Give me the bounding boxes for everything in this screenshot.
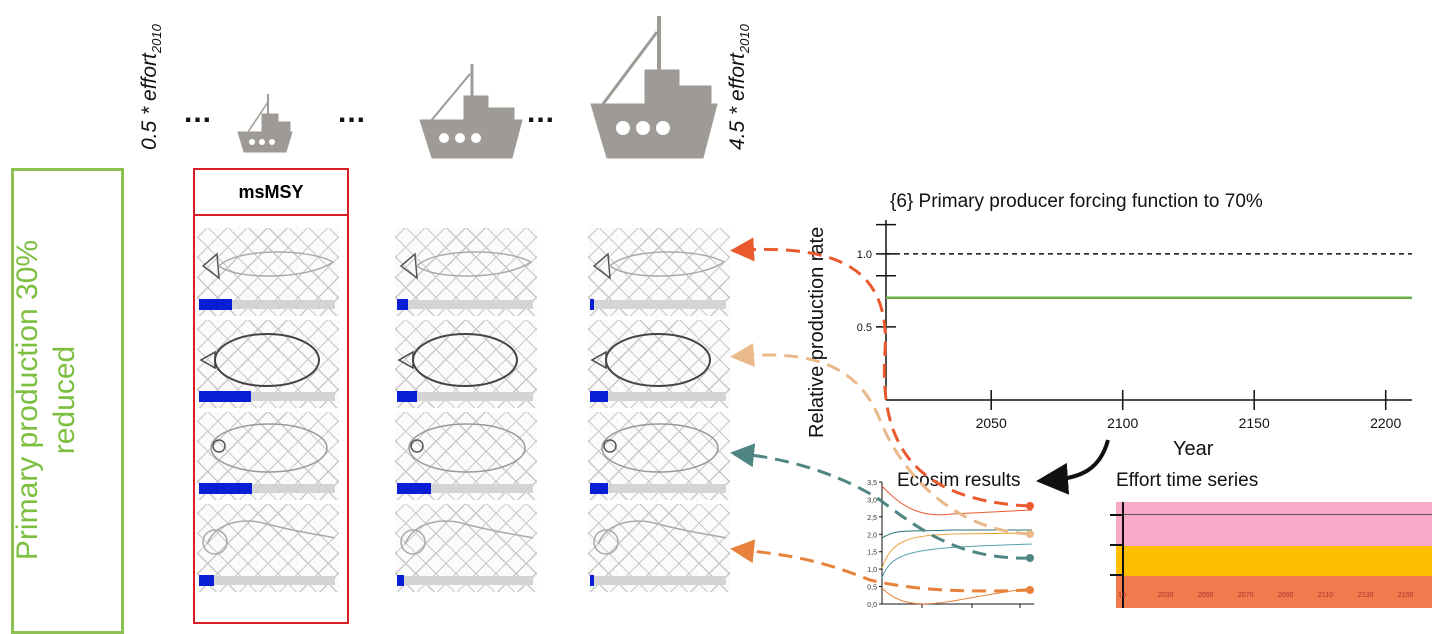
- species-cell: [197, 228, 339, 316]
- flounder-icon: [601, 423, 719, 473]
- biomass-bar-track: [590, 391, 726, 402]
- ecosim-series-line: [881, 587, 1033, 605]
- x-tick-label: 2200: [1370, 415, 1401, 431]
- biomass-bar-track: [397, 575, 533, 586]
- ecosim-series-line: [881, 532, 1033, 569]
- x-tick-label: 2100: [1107, 415, 1138, 431]
- ecosim-tick-label: 0,0: [867, 602, 877, 609]
- biomass-bar-fill: [590, 575, 595, 586]
- y-tick-label: 0.5: [857, 322, 872, 334]
- effort-band-top: [1116, 502, 1432, 546]
- biomass-bar-fill: [590, 299, 595, 310]
- effort-tick-label: 2110: [1318, 592, 1334, 599]
- ecosim-tick-label: 1,5: [867, 550, 877, 557]
- species-cell: [197, 504, 339, 592]
- biomass-bar-track: [397, 299, 533, 310]
- species-cell: [588, 412, 730, 500]
- biomass-bar-track: [199, 299, 335, 310]
- species-cell: [395, 228, 537, 316]
- species-cell: [395, 504, 537, 592]
- species-cell: [395, 412, 537, 500]
- small-boat-icon: [237, 94, 293, 153]
- flounder-icon: [210, 423, 328, 473]
- effort-tick-label: 2150: [1398, 592, 1414, 599]
- plaice-icon: [590, 333, 711, 387]
- ecosim-tick-label: 2,0: [867, 532, 877, 539]
- plaice-icon: [199, 333, 320, 387]
- biomass-bar-fill: [397, 391, 418, 402]
- cod-icon: [201, 251, 335, 280]
- cod-icon: [399, 251, 533, 280]
- cod-icon: [592, 251, 726, 280]
- forcing-chart: 0.5 1.0 2050 2100 2150 2200: [857, 220, 1412, 431]
- msmsy-label: msMSY: [195, 170, 347, 216]
- species-cell: [395, 320, 537, 408]
- ecosim-tick-label: 3,5: [867, 480, 877, 487]
- large-boat-icon: [590, 16, 718, 159]
- ecosim-tick-label: 2,5: [867, 515, 877, 522]
- effort-axis: [1122, 502, 1124, 608]
- biomass-bar-track: [397, 391, 533, 402]
- biomass-bar-fill: [397, 483, 431, 494]
- biomass-bar-fill: [199, 575, 214, 586]
- species-cell: [197, 320, 339, 408]
- flounder-icon: [408, 423, 526, 473]
- effort-series-title: Effort time series: [1116, 470, 1259, 491]
- biomass-bar-fill: [590, 391, 608, 402]
- biomass-bar-track: [590, 575, 726, 586]
- ecosim-series-line: [881, 485, 1033, 516]
- effort-tick-label: 2070: [1238, 592, 1254, 599]
- scenario-label: Primary production 30% reduced: [11, 239, 81, 561]
- forcing-y-label: Relative production rate: [806, 226, 828, 438]
- biomass-bar-track: [199, 391, 335, 402]
- effort-max-label: 4.5 * effort2010: [726, 24, 753, 150]
- biomass-bar-fill: [199, 391, 251, 402]
- ellipsis-1: ...: [184, 96, 213, 129]
- biomass-bar-track: [199, 483, 335, 494]
- effort-tick-label: 2130: [1358, 592, 1374, 599]
- ecosim-chart: 0,0 0,5 1,0 1,5 2,0 2,5 3,0 3,5: [867, 480, 1034, 609]
- ecosim-series-line: [881, 543, 1033, 579]
- forcing-x-label: Year: [1173, 438, 1214, 460]
- biomass-bar-track: [199, 575, 335, 586]
- x-tick-label: 2150: [1239, 415, 1270, 431]
- y-tick-label: 1.0: [857, 249, 872, 261]
- plaice-icon: [397, 333, 518, 387]
- biomass-bar-fill: [199, 299, 232, 310]
- shrimp-icon: [400, 520, 534, 555]
- effort-band-bottom: [1116, 576, 1432, 608]
- biomass-bar-track: [590, 483, 726, 494]
- species-cell: [588, 228, 730, 316]
- shrimp-icon: [593, 520, 727, 555]
- ellipsis-3: ...: [527, 96, 556, 129]
- effort-line: [1122, 514, 1432, 515]
- biomass-bar-fill: [199, 483, 253, 494]
- ecosim-tick-label: 3,0: [867, 497, 877, 504]
- forcing-chart-title: {6} Primary producer forcing function to…: [890, 191, 1263, 212]
- effort-to-ecosim-arrow: [1036, 439, 1110, 495]
- effort-min-label: 0.5 * effort2010: [138, 24, 165, 150]
- species-cell: [588, 320, 730, 408]
- ellipsis-2: ...: [338, 96, 367, 129]
- shrimp-icon: [202, 520, 336, 555]
- x-tick-label: 2050: [976, 415, 1007, 431]
- ecosim-tick-label: 1,0: [867, 567, 877, 574]
- biomass-bar-track: [590, 299, 726, 310]
- effort-tick-label: 10: [1118, 592, 1126, 599]
- ecosim-tick-label: 0,5: [867, 585, 877, 592]
- species-cell: [588, 504, 730, 592]
- effort-tick-label: 2030: [1158, 592, 1174, 599]
- species-cell: [197, 412, 339, 500]
- effort-tick-label: 2090: [1278, 592, 1294, 599]
- medium-boat-icon: [419, 64, 523, 159]
- effort-tick-label: 2050: [1198, 592, 1214, 599]
- biomass-bar-track: [397, 483, 533, 494]
- biomass-bar-fill: [590, 483, 608, 494]
- effort-series-panel: 10 2030 2050 2070 2090 2110 2130 2150: [1110, 502, 1432, 608]
- biomass-bar-fill: [397, 299, 408, 310]
- effort-band-middle: [1116, 546, 1432, 576]
- biomass-bar-fill: [397, 575, 404, 586]
